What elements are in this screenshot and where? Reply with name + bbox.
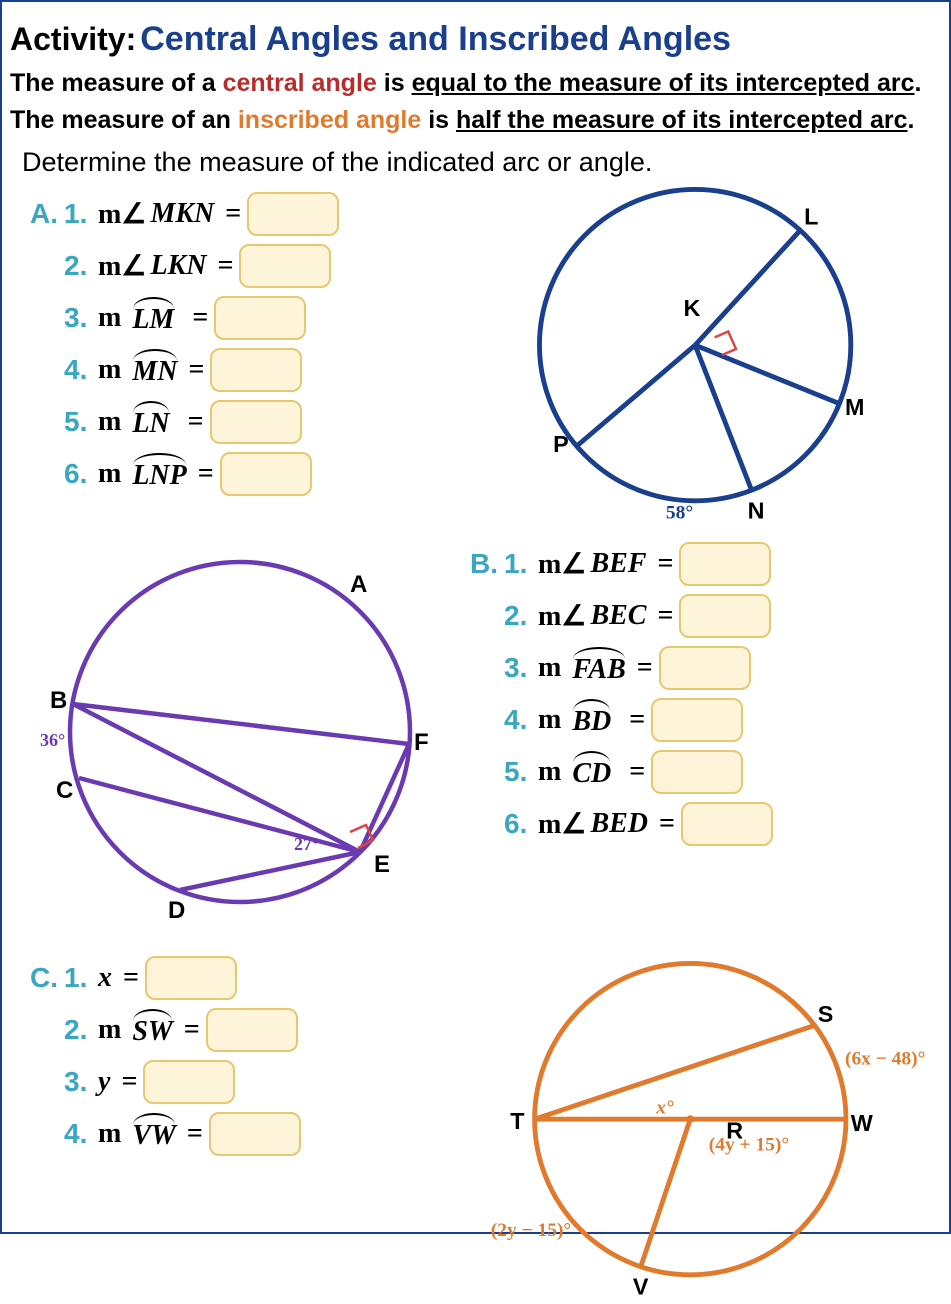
- diagram-circle-c: R S T V W (6x − 48)° x° (4y + 15)° (2y −…: [460, 944, 940, 1304]
- qnum: 1.: [64, 198, 98, 230]
- answer-input[interactable]: [679, 542, 771, 586]
- section-b: B. 1. m∠BEF = 2. m∠BEC = 3. m FAB = 4. m…: [470, 534, 773, 854]
- question-b6: 6. m∠BED =: [470, 802, 773, 846]
- question-a1: A. 1. m∠MKN =: [30, 192, 339, 236]
- rule-inscribed: The measure of an inscribed angle is hal…: [10, 106, 941, 135]
- label-C: C: [56, 777, 73, 804]
- question-c4: 4. m VW =: [30, 1112, 301, 1156]
- central-term: central angle: [223, 69, 377, 97]
- title-prefix: Activity:: [10, 21, 136, 57]
- answer-input[interactable]: [206, 1008, 298, 1052]
- section-c: C. 1. x = 2. m SW = 3. y = 4. m VW =: [30, 948, 301, 1164]
- expr-x: x°: [655, 1097, 674, 1118]
- label-P: P: [553, 431, 569, 457]
- answer-input[interactable]: [210, 348, 302, 392]
- section-letter-a: A.: [30, 198, 64, 230]
- answer-input[interactable]: [214, 296, 306, 340]
- label-N: N: [748, 497, 765, 523]
- question-b2: 2. m∠BEC =: [470, 594, 773, 638]
- question-a5: 5. m LN =: [30, 400, 339, 444]
- label-T: T: [510, 1108, 525, 1134]
- answer-input[interactable]: [210, 400, 302, 444]
- label-S: S: [818, 1001, 834, 1027]
- expr-2y: (2y − 15)°: [491, 1220, 571, 1241]
- question-a4: 4. m MN =: [30, 348, 339, 392]
- question-b1: B. 1. m∠BEF =: [470, 542, 773, 586]
- question-a2: 2. m∠LKN =: [30, 244, 339, 288]
- answer-input[interactable]: [145, 956, 237, 1000]
- answer-input[interactable]: [659, 646, 751, 690]
- label-D: D: [168, 897, 185, 924]
- section-letter-c: C.: [30, 962, 64, 994]
- answer-input[interactable]: [247, 192, 339, 236]
- label-W: W: [851, 1110, 874, 1136]
- label-K: K: [683, 295, 700, 321]
- diagram-circle-k: K L M N P 58°: [490, 170, 910, 530]
- angle-36: 36°: [40, 730, 65, 750]
- angle-27: 27°: [294, 834, 319, 854]
- question-b5: 5. m CD =: [470, 750, 773, 794]
- expr-6x: (6x − 48)°: [845, 1049, 925, 1070]
- answer-input[interactable]: [220, 452, 312, 496]
- label-F: F: [414, 729, 429, 756]
- diagram-circle-b: A B C D E F 36° 27°: [40, 532, 440, 942]
- label-E: E: [374, 851, 390, 878]
- question-b3: 3. m FAB =: [470, 646, 773, 690]
- question-b4: 4. m BD =: [470, 698, 773, 742]
- label-M: M: [845, 394, 864, 420]
- section-a: A. 1. m∠MKN = 2. m∠LKN = 3. m LM = 4. m …: [30, 184, 339, 504]
- answer-input[interactable]: [143, 1060, 235, 1104]
- question-a3: 3. m LM =: [30, 296, 339, 340]
- question-c2: 2. m SW =: [30, 1008, 301, 1052]
- label-L: L: [804, 203, 818, 229]
- answer-input[interactable]: [651, 750, 743, 794]
- expr-4y: (4y + 15)°: [709, 1134, 789, 1155]
- question-c3: 3. y =: [30, 1060, 301, 1104]
- answer-input[interactable]: [209, 1112, 301, 1156]
- question-c1: C. 1. x =: [30, 956, 301, 1000]
- angle-58: 58°: [666, 502, 693, 523]
- expr: m∠MKN =: [98, 197, 241, 231]
- title-main: Central Angles and Inscribed Angles: [140, 20, 731, 58]
- label-B: B: [50, 687, 67, 714]
- page-title: Activity: Central Angles and Inscribed A…: [10, 20, 941, 59]
- answer-input[interactable]: [681, 802, 773, 846]
- answer-input[interactable]: [239, 244, 331, 288]
- answer-input[interactable]: [651, 698, 743, 742]
- label-V: V: [633, 1273, 649, 1299]
- inscribed-term: inscribed angle: [238, 106, 421, 134]
- label-A: A: [350, 571, 367, 598]
- rule-central: The measure of a central angle is equal …: [10, 69, 941, 98]
- section-letter-b: B.: [470, 548, 504, 580]
- question-a6: 6. m LNP =: [30, 452, 339, 496]
- answer-input[interactable]: [679, 594, 771, 638]
